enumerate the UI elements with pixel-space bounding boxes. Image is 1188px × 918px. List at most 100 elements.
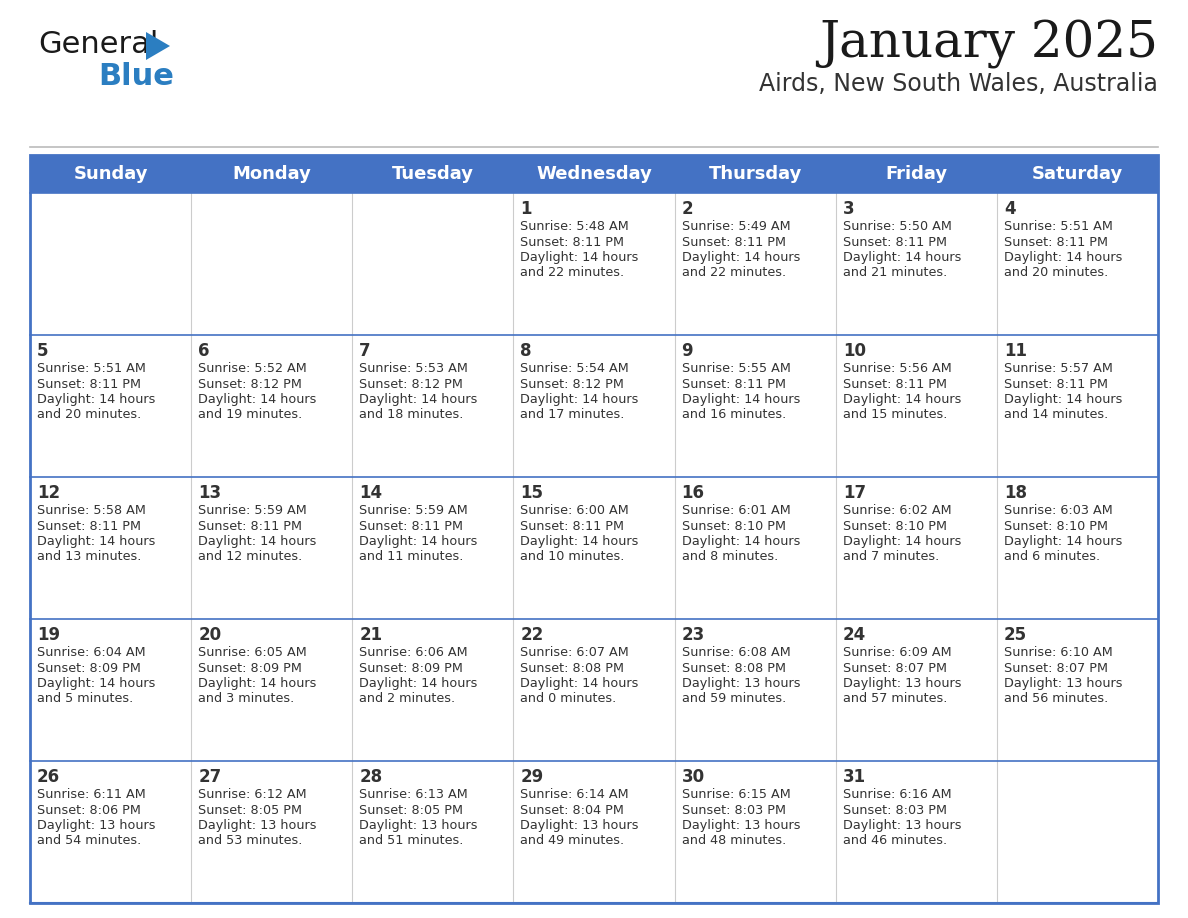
Text: Sunrise: 6:12 AM: Sunrise: 6:12 AM	[198, 788, 307, 801]
Text: Sunrise: 6:00 AM: Sunrise: 6:00 AM	[520, 504, 630, 517]
Text: 15: 15	[520, 484, 543, 502]
Text: and 49 minutes.: and 49 minutes.	[520, 834, 625, 847]
Text: 25: 25	[1004, 626, 1026, 644]
Text: and 19 minutes.: and 19 minutes.	[198, 409, 303, 421]
Text: Daylight: 13 hours: Daylight: 13 hours	[842, 819, 961, 832]
Text: and 53 minutes.: and 53 minutes.	[198, 834, 303, 847]
Text: and 14 minutes.: and 14 minutes.	[1004, 409, 1108, 421]
Text: Sunrise: 6:01 AM: Sunrise: 6:01 AM	[682, 504, 790, 517]
Text: Sunrise: 6:07 AM: Sunrise: 6:07 AM	[520, 646, 630, 659]
Text: Daylight: 13 hours: Daylight: 13 hours	[682, 677, 800, 690]
Text: Sunset: 8:09 PM: Sunset: 8:09 PM	[359, 662, 463, 675]
Text: and 51 minutes.: and 51 minutes.	[359, 834, 463, 847]
Text: Sunset: 8:11 PM: Sunset: 8:11 PM	[37, 377, 141, 390]
Text: 11: 11	[1004, 342, 1026, 360]
Text: Sunset: 8:05 PM: Sunset: 8:05 PM	[359, 803, 463, 816]
Text: Sunset: 8:11 PM: Sunset: 8:11 PM	[1004, 377, 1108, 390]
Text: Sunset: 8:10 PM: Sunset: 8:10 PM	[842, 520, 947, 532]
Text: 23: 23	[682, 626, 704, 644]
Bar	[30, 193, 1158, 335]
Text: Daylight: 14 hours: Daylight: 14 hours	[37, 535, 156, 548]
Text: and 20 minutes.: and 20 minutes.	[37, 409, 141, 421]
Text: Sunrise: 5:59 AM: Sunrise: 5:59 AM	[359, 504, 468, 517]
Text: 14: 14	[359, 484, 383, 502]
Text: 8: 8	[520, 342, 532, 360]
Text: and 11 minutes.: and 11 minutes.	[359, 551, 463, 564]
Text: Sunset: 8:11 PM: Sunset: 8:11 PM	[520, 520, 625, 532]
Text: Sunrise: 6:16 AM: Sunrise: 6:16 AM	[842, 788, 952, 801]
Text: Daylight: 14 hours: Daylight: 14 hours	[198, 393, 316, 406]
Text: Sunset: 8:07 PM: Sunset: 8:07 PM	[842, 662, 947, 675]
Text: 28: 28	[359, 768, 383, 786]
Text: Sunrise: 6:06 AM: Sunrise: 6:06 AM	[359, 646, 468, 659]
Text: Sunrise: 5:51 AM: Sunrise: 5:51 AM	[37, 362, 146, 375]
Text: Blue: Blue	[97, 62, 173, 91]
Text: Sunset: 8:12 PM: Sunset: 8:12 PM	[359, 377, 463, 390]
Text: Sunset: 8:07 PM: Sunset: 8:07 PM	[1004, 662, 1108, 675]
Text: Sunset: 8:11 PM: Sunset: 8:11 PM	[37, 520, 141, 532]
Text: 31: 31	[842, 768, 866, 786]
Text: Daylight: 14 hours: Daylight: 14 hours	[1004, 393, 1123, 406]
Text: Sunset: 8:11 PM: Sunset: 8:11 PM	[682, 236, 785, 249]
Text: Sunset: 8:11 PM: Sunset: 8:11 PM	[520, 236, 625, 249]
Text: Sunday: Sunday	[74, 165, 147, 183]
Text: Sunrise: 6:05 AM: Sunrise: 6:05 AM	[198, 646, 307, 659]
Text: Daylight: 14 hours: Daylight: 14 hours	[842, 393, 961, 406]
Text: Daylight: 13 hours: Daylight: 13 hours	[842, 677, 961, 690]
Text: and 5 minutes.: and 5 minutes.	[37, 692, 133, 706]
Text: General: General	[38, 30, 158, 59]
Text: Daylight: 13 hours: Daylight: 13 hours	[1004, 677, 1123, 690]
Text: Sunrise: 6:15 AM: Sunrise: 6:15 AM	[682, 788, 790, 801]
Text: and 0 minutes.: and 0 minutes.	[520, 692, 617, 706]
Text: 4: 4	[1004, 200, 1016, 218]
Text: 24: 24	[842, 626, 866, 644]
Text: and 22 minutes.: and 22 minutes.	[682, 266, 785, 279]
Text: Daylight: 14 hours: Daylight: 14 hours	[37, 393, 156, 406]
Text: Sunrise: 6:04 AM: Sunrise: 6:04 AM	[37, 646, 146, 659]
Text: and 22 minutes.: and 22 minutes.	[520, 266, 625, 279]
Text: Sunrise: 5:53 AM: Sunrise: 5:53 AM	[359, 362, 468, 375]
Text: Sunset: 8:11 PM: Sunset: 8:11 PM	[198, 520, 302, 532]
Text: 5: 5	[37, 342, 49, 360]
Text: Sunset: 8:10 PM: Sunset: 8:10 PM	[682, 520, 785, 532]
Text: and 8 minutes.: and 8 minutes.	[682, 551, 778, 564]
Text: and 18 minutes.: and 18 minutes.	[359, 409, 463, 421]
Text: Sunset: 8:11 PM: Sunset: 8:11 PM	[682, 377, 785, 390]
Text: and 6 minutes.: and 6 minutes.	[1004, 551, 1100, 564]
Text: Daylight: 14 hours: Daylight: 14 hours	[198, 677, 316, 690]
Text: Sunset: 8:11 PM: Sunset: 8:11 PM	[842, 236, 947, 249]
Text: Daylight: 14 hours: Daylight: 14 hours	[520, 393, 639, 406]
Text: and 7 minutes.: and 7 minutes.	[842, 551, 939, 564]
Text: Sunrise: 6:11 AM: Sunrise: 6:11 AM	[37, 788, 146, 801]
Text: and 13 minutes.: and 13 minutes.	[37, 551, 141, 564]
Text: 2: 2	[682, 200, 693, 218]
Bar	[30, 335, 1158, 477]
Text: 6: 6	[198, 342, 209, 360]
Text: Daylight: 14 hours: Daylight: 14 hours	[520, 535, 639, 548]
Text: and 3 minutes.: and 3 minutes.	[198, 692, 295, 706]
Text: Sunrise: 5:56 AM: Sunrise: 5:56 AM	[842, 362, 952, 375]
Text: 20: 20	[198, 626, 221, 644]
Text: and 17 minutes.: and 17 minutes.	[520, 409, 625, 421]
Text: 12: 12	[37, 484, 61, 502]
Text: and 48 minutes.: and 48 minutes.	[682, 834, 785, 847]
Text: 10: 10	[842, 342, 866, 360]
Text: Daylight: 14 hours: Daylight: 14 hours	[359, 535, 478, 548]
Text: and 15 minutes.: and 15 minutes.	[842, 409, 947, 421]
Text: Sunset: 8:08 PM: Sunset: 8:08 PM	[682, 662, 785, 675]
Text: and 56 minutes.: and 56 minutes.	[1004, 692, 1108, 706]
Text: Sunset: 8:12 PM: Sunset: 8:12 PM	[198, 377, 302, 390]
Text: 21: 21	[359, 626, 383, 644]
Text: Sunset: 8:06 PM: Sunset: 8:06 PM	[37, 803, 141, 816]
Text: 3: 3	[842, 200, 854, 218]
Text: Daylight: 13 hours: Daylight: 13 hours	[37, 819, 156, 832]
Text: and 2 minutes.: and 2 minutes.	[359, 692, 455, 706]
Text: and 46 minutes.: and 46 minutes.	[842, 834, 947, 847]
Text: 16: 16	[682, 484, 704, 502]
Text: and 21 minutes.: and 21 minutes.	[842, 266, 947, 279]
Text: Daylight: 14 hours: Daylight: 14 hours	[359, 677, 478, 690]
Text: Sunrise: 6:10 AM: Sunrise: 6:10 AM	[1004, 646, 1113, 659]
Text: Daylight: 14 hours: Daylight: 14 hours	[520, 251, 639, 264]
Text: Friday: Friday	[885, 165, 947, 183]
Text: Sunset: 8:11 PM: Sunset: 8:11 PM	[842, 377, 947, 390]
